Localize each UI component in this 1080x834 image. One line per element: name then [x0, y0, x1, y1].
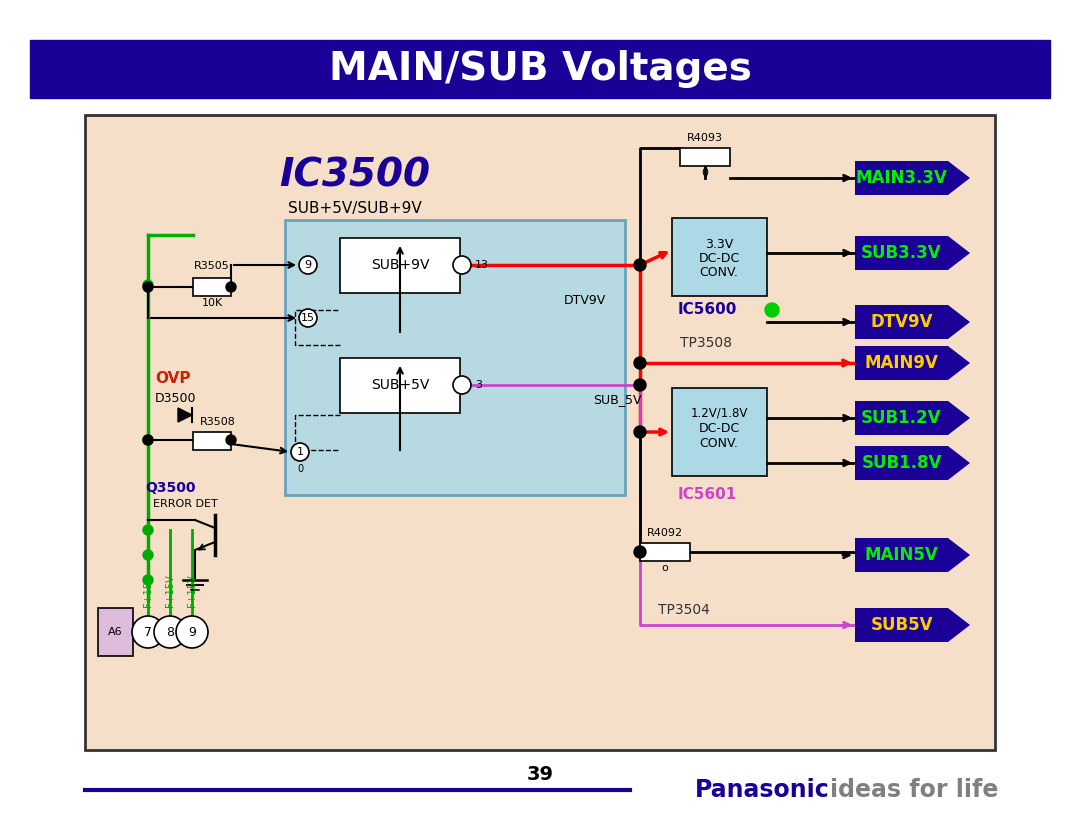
Text: 0: 0: [297, 464, 303, 474]
Polygon shape: [855, 446, 970, 480]
Circle shape: [143, 550, 153, 560]
Text: MAIN9V: MAIN9V: [865, 354, 939, 372]
Text: ideas for life: ideas for life: [831, 778, 998, 802]
Circle shape: [132, 616, 164, 648]
Text: SUB+9V: SUB+9V: [370, 258, 429, 272]
Circle shape: [143, 435, 153, 445]
Bar: [672, 218, 767, 296]
Circle shape: [634, 259, 646, 271]
Circle shape: [143, 282, 153, 292]
Bar: [98, 608, 133, 656]
Text: ERROR DET: ERROR DET: [152, 499, 217, 509]
Bar: [640, 543, 690, 561]
Circle shape: [226, 435, 237, 445]
Circle shape: [154, 616, 186, 648]
Bar: [193, 432, 231, 450]
Text: CONV.: CONV.: [700, 265, 739, 279]
Text: 9: 9: [188, 626, 195, 639]
Bar: [285, 220, 625, 495]
Bar: [193, 278, 231, 296]
Text: TP3508: TP3508: [680, 336, 732, 350]
Text: IC5601: IC5601: [678, 486, 738, 501]
Bar: [680, 148, 730, 166]
Text: DC-DC: DC-DC: [699, 421, 740, 435]
Text: SUB5V: SUB5V: [870, 616, 933, 634]
Polygon shape: [855, 401, 970, 435]
Text: R4093: R4093: [687, 133, 723, 143]
Circle shape: [634, 379, 646, 391]
Polygon shape: [855, 346, 970, 380]
Circle shape: [291, 443, 309, 461]
Text: SUB3.3V: SUB3.3V: [861, 244, 942, 262]
Text: SUB1.2V: SUB1.2V: [861, 409, 942, 427]
Circle shape: [634, 357, 646, 369]
Text: A6: A6: [108, 627, 122, 637]
Text: DC-DC: DC-DC: [699, 252, 740, 264]
Text: IC3500: IC3500: [280, 156, 431, 194]
Circle shape: [299, 309, 318, 327]
Polygon shape: [855, 608, 970, 642]
Polygon shape: [855, 236, 970, 270]
Text: SUB1.8V: SUB1.8V: [862, 454, 942, 472]
Text: R3505: R3505: [194, 261, 230, 271]
Text: OVP: OVP: [156, 370, 190, 385]
Text: 9: 9: [305, 260, 311, 270]
Polygon shape: [178, 408, 192, 422]
Text: 0: 0: [702, 168, 708, 178]
Text: F+15V: F+15V: [143, 575, 153, 607]
Text: 1.2V/1.8V: 1.2V/1.8V: [690, 406, 747, 420]
Bar: [340, 238, 460, 293]
Text: R3508: R3508: [200, 417, 235, 427]
Circle shape: [143, 525, 153, 535]
Text: 15: 15: [301, 313, 315, 323]
Text: MAIN3.3V: MAIN3.3V: [855, 169, 947, 187]
Text: F+15V: F+15V: [187, 575, 197, 607]
Circle shape: [226, 282, 237, 292]
Circle shape: [634, 546, 646, 558]
Text: TP3504: TP3504: [658, 603, 710, 617]
Bar: [340, 358, 460, 413]
Polygon shape: [855, 538, 970, 572]
Bar: [672, 388, 767, 476]
Text: SUB+5V: SUB+5V: [370, 378, 429, 392]
Text: SUB_5V: SUB_5V: [593, 394, 642, 406]
Circle shape: [634, 426, 646, 438]
Circle shape: [143, 435, 153, 445]
Circle shape: [453, 256, 471, 274]
Text: 3: 3: [475, 380, 482, 390]
Text: D3500: D3500: [156, 391, 197, 404]
Bar: [85, 115, 995, 750]
Circle shape: [453, 376, 471, 394]
Circle shape: [765, 303, 779, 317]
Text: Panasonic: Panasonic: [696, 778, 829, 802]
Polygon shape: [855, 161, 970, 195]
Text: MAIN5V: MAIN5V: [865, 546, 939, 564]
Text: 8: 8: [166, 626, 174, 639]
Text: 13: 13: [475, 260, 489, 270]
Bar: [30, 40, 1050, 98]
Text: IC5600: IC5600: [678, 303, 738, 318]
Circle shape: [143, 280, 153, 290]
Text: o: o: [662, 563, 669, 573]
Circle shape: [176, 616, 208, 648]
Text: 3.3V: 3.3V: [705, 238, 733, 250]
Circle shape: [143, 575, 153, 585]
Text: MAIN/SUB Voltages: MAIN/SUB Voltages: [328, 50, 752, 88]
Text: 39: 39: [527, 766, 554, 785]
Text: DTV9V: DTV9V: [564, 294, 606, 307]
Polygon shape: [855, 305, 970, 339]
Text: Q3500: Q3500: [145, 481, 195, 495]
Text: F+15V: F+15V: [165, 575, 175, 607]
Text: 1: 1: [297, 447, 303, 457]
Text: DTV9V: DTV9V: [870, 313, 933, 331]
Text: R4092: R4092: [647, 528, 683, 538]
Circle shape: [299, 256, 318, 274]
Text: SUB+5V/SUB+9V: SUB+5V/SUB+9V: [288, 200, 422, 215]
Text: 10K: 10K: [201, 298, 222, 308]
Text: 7: 7: [144, 626, 152, 639]
Text: CONV.: CONV.: [700, 436, 739, 450]
